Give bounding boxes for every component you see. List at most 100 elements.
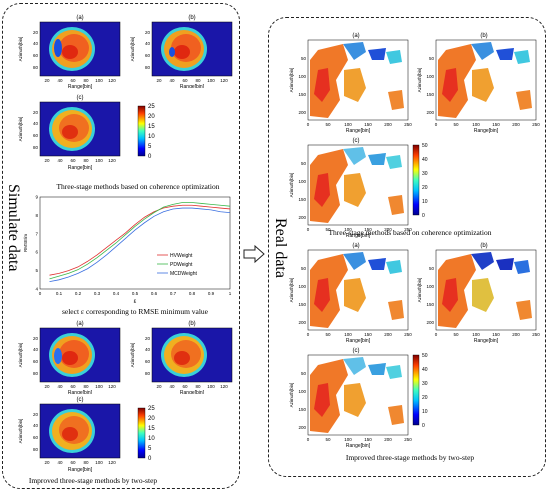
right-c-cbtick: 10 — [422, 199, 428, 205]
chart-x-tick: 0.2 — [75, 291, 82, 296]
right-lower-c-xtick: 100 — [344, 437, 352, 442]
chart-y-tick: 7 — [35, 231, 38, 236]
chart-ylabel: RMSE/m — [23, 234, 28, 252]
right-b-xlabel: Range[bin] — [474, 128, 499, 134]
right-lower-c-cbtick: 10 — [422, 409, 428, 415]
right-lower-a-xtick: 0 — [307, 332, 310, 337]
right-c-cbtick: 0 — [422, 213, 425, 219]
left-lower-c-cbtick: 20 — [148, 416, 155, 422]
right-lower-a-xtick: 250 — [404, 332, 412, 337]
right-c-ytick: 50 — [301, 161, 307, 166]
simulate-data-title: Simulate data — [5, 184, 22, 272]
left-lower-a-xtick: 80 — [83, 384, 89, 389]
left-b-xtick: 80 — [195, 78, 201, 83]
left-lower-c-cbtick: 25 — [148, 406, 155, 412]
right-b-xtick: 200 — [512, 122, 520, 127]
left-lower-a-xlabel: Range[bin] — [68, 390, 93, 394]
left-b-xtick: 60 — [182, 78, 188, 83]
left-lower-b-label: (b) — [188, 321, 195, 327]
left-improved-heatmap-c: (c) Azimuth[bin] 20 40 60 80 20 40 60 80… — [18, 397, 155, 473]
rmse-line-chart: RMSE/m ε 0 0.1 0.2 0.3 0.4 0.5 0.6 0.7 0.8 0.9 1 4 5… — [23, 195, 232, 306]
right-c-cbtick: 20 — [422, 185, 428, 191]
right-c-ytick: 150 — [298, 197, 306, 202]
left-a-ytick: 80 — [33, 65, 39, 70]
right-heatmap-a: (a) Azimuth[bin] 50 100 150 200 0 50 100… — [289, 33, 412, 134]
real-data-panel — [268, 17, 546, 477]
right-c-xtick: 50 — [325, 227, 331, 232]
chart-x-tick: 0.6 — [151, 291, 158, 296]
right-c-xtick: 0 — [307, 227, 310, 232]
left-lower-c-ylabel: Azimuth[bin] — [18, 419, 23, 444]
chart-y-tick: 6 — [35, 250, 38, 255]
flow-arrow — [243, 244, 265, 264]
right-lower-a-xtick: 200 — [384, 332, 392, 337]
right-b-ytick: 200 — [426, 110, 434, 115]
right-lower-c-ylabel: Azimuth[bin] — [289, 383, 294, 408]
chart-plot-area — [39, 196, 231, 290]
right-c-ylabel: Azimuth[bin] — [289, 173, 294, 198]
right-c-xtick: 200 — [384, 227, 392, 232]
right-a-ytick: 50 — [301, 56, 307, 61]
right-lower-c-cbtick: 50 — [422, 353, 428, 359]
left-heatmap-c: (c) Azimuth[bin] 20 40 60 80 20 40 60 80… — [18, 95, 155, 171]
right-a-xtick: 200 — [384, 122, 392, 127]
right-b-xtick: 0 — [435, 122, 438, 127]
left-a-xtick: 60 — [70, 78, 76, 83]
right-b-ytick: 150 — [426, 92, 434, 97]
right-b-xtick: 100 — [472, 122, 480, 127]
right-lower-c-ytick: 200 — [298, 425, 306, 430]
right-c-cbtick: 30 — [422, 171, 428, 177]
left-lower-b-ytick: 40 — [145, 347, 151, 352]
right-lower-c-cbtick: 40 — [422, 367, 428, 373]
left-a-xlabel: Range[bin] — [68, 84, 93, 90]
right-lower-c-ytick: 150 — [298, 407, 306, 412]
right-caption-bottom: Improved three-stage methods by two-step — [345, 453, 475, 462]
left-c-xtick: 120 — [108, 158, 116, 163]
right-lower-a-ytick: 100 — [298, 284, 306, 289]
left-b-xtick: 20 — [156, 78, 162, 83]
left-a-ylabel: Azimuth[bin] — [18, 37, 23, 62]
series-line-hvweight — [49, 204, 231, 276]
right-lower-a-xtick: 100 — [344, 332, 352, 337]
left-b-ytick: 80 — [145, 65, 151, 70]
left-lower-c-label: (c) — [77, 397, 84, 403]
right-a-xtick: 250 — [404, 122, 412, 127]
right-lower-a-label: (a) — [352, 243, 359, 249]
right-lower-b-ylabel: Azimuth[bin] — [417, 278, 422, 303]
left-improved-heatmap-a: (a) Azimuth[bin] 20 40 60 80 20 40 60 80… — [18, 321, 121, 394]
left-c-cbtick: 0 — [148, 154, 152, 160]
left-caption-mid: select ε corresponding to RMSE minimum v… — [61, 307, 209, 316]
left-a-label: (a) — [76, 15, 83, 21]
right-lower-c-xtick: 150 — [364, 437, 372, 442]
right-a-xtick: 0 — [307, 122, 310, 127]
left-lower-c-cbtick: 0 — [148, 456, 152, 462]
left-lower-c-ytick: 40 — [33, 423, 39, 428]
right-heatmap-b: (b) Azimuth[bin] 50 100 150 200 0 50 100… — [417, 33, 540, 134]
right-a-ylabel: Azimuth[bin] — [289, 68, 294, 93]
left-lower-b-ytick: 80 — [145, 371, 151, 376]
left-a-xtick: 120 — [108, 78, 116, 83]
left-a-xtick: 40 — [57, 78, 63, 83]
left-lower-a-xtick: 100 — [95, 384, 103, 389]
right-lower-a-xtick: 150 — [364, 332, 372, 337]
right-lower-b-xtick: 50 — [453, 332, 459, 337]
right-b-xtick: 150 — [492, 122, 500, 127]
right-lower-b-ytick: 150 — [426, 302, 434, 307]
right-lower-c-ytick: 100 — [298, 389, 306, 394]
left-lower-c-ytick: 60 — [33, 435, 39, 440]
right-lower-b-xtick: 100 — [472, 332, 480, 337]
left-c-xtick: 20 — [44, 158, 50, 163]
right-lower-b-xtick: 250 — [532, 332, 540, 337]
right-c-xlabel: Range[bin] — [346, 233, 371, 239]
left-a-ytick: 40 — [33, 41, 39, 46]
right-lower-b-xtick: 0 — [435, 332, 438, 337]
left-lower-b-xtick: 80 — [195, 384, 201, 389]
right-lower-a-ytick: 50 — [301, 266, 307, 271]
left-improved-heatmap-b: (b) Azimuth[bin] 20 40 60 80 20 40 60 80… — [130, 321, 233, 394]
chart-x-tick: 0.8 — [189, 291, 196, 296]
chart-x-tick: 0.5 — [132, 291, 139, 296]
right-a-xlabel: Range[bin] — [346, 128, 371, 134]
right-lower-b-ytick: 100 — [426, 284, 434, 289]
right-b-xtick: 250 — [532, 122, 540, 127]
right-improved-heatmap-c: (c) Azimuth[bin] 50 100 150 200 0 50 100… — [289, 348, 428, 449]
